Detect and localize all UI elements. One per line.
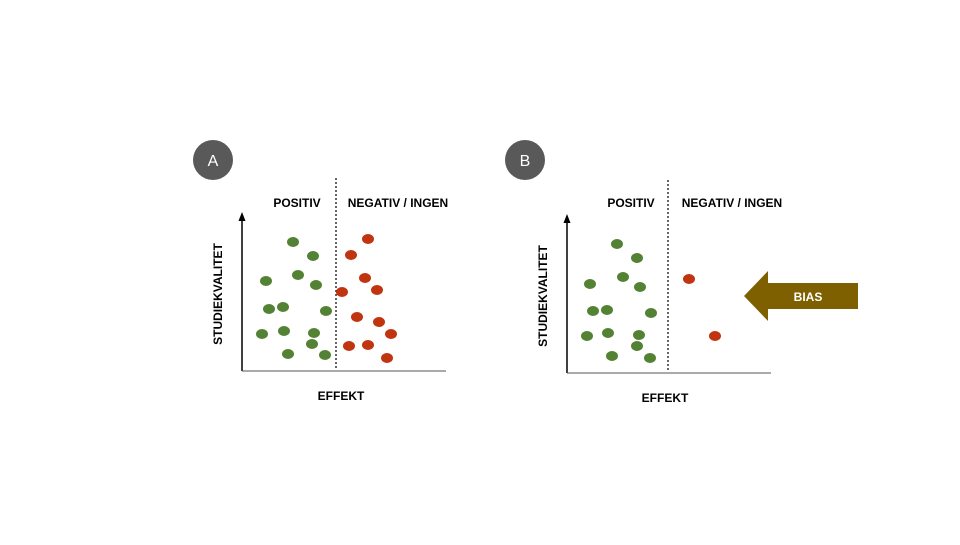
negative-study-dot xyxy=(385,329,397,339)
panel-b-dots xyxy=(581,239,721,363)
negative-study-dot xyxy=(351,312,363,322)
positive-study-dot xyxy=(306,339,318,349)
positive-study-dot xyxy=(587,306,599,316)
positive-label: POSITIV xyxy=(607,196,654,210)
negative-label: NEGATIV / INGEN xyxy=(348,196,448,210)
negative-study-dot xyxy=(709,331,721,341)
y-axis-arrowhead xyxy=(238,212,246,221)
positive-study-dot xyxy=(606,351,618,361)
positive-study-dot xyxy=(282,349,294,359)
positive-study-dot xyxy=(645,308,657,318)
negative-study-dot xyxy=(359,273,371,283)
positive-study-dot xyxy=(277,302,289,312)
badge-circle xyxy=(505,140,545,180)
negative-label: NEGATIV / INGEN xyxy=(682,196,782,210)
positive-study-dot xyxy=(256,329,268,339)
bias-arrow: BIAS xyxy=(744,271,858,321)
positive-study-dot xyxy=(581,331,593,341)
positive-study-dot xyxy=(278,326,290,336)
y-axis-label: STUDIEKVALITET xyxy=(536,244,550,346)
positive-study-dot xyxy=(633,330,645,340)
y-axis-label: STUDIEKVALITET xyxy=(211,242,225,344)
positive-study-dot xyxy=(617,272,629,282)
positive-study-dot xyxy=(307,251,319,261)
positive-study-dot xyxy=(602,328,614,338)
negative-study-dot xyxy=(343,341,355,351)
positive-study-dot xyxy=(631,341,643,351)
positive-study-dot xyxy=(320,306,332,316)
positive-study-dot xyxy=(260,276,272,286)
positive-study-dot xyxy=(308,328,320,338)
positive-study-dot xyxy=(292,270,304,280)
badge-label: A xyxy=(208,153,219,170)
negative-study-dot xyxy=(362,340,374,350)
negative-study-dot xyxy=(345,250,357,260)
positive-study-dot xyxy=(584,279,596,289)
positive-study-dot xyxy=(287,237,299,247)
negative-study-dot xyxy=(336,287,348,297)
positive-study-dot xyxy=(263,304,275,314)
panel-a: A POSITIV NEGATIV / INGEN STUDIEKVALITET… xyxy=(193,140,448,403)
panel-b-badge: B xyxy=(505,140,545,180)
positive-study-dot xyxy=(319,350,331,360)
negative-study-dot xyxy=(362,234,374,244)
negative-study-dot xyxy=(381,353,393,363)
negative-study-dot xyxy=(683,274,695,284)
x-axis-label: EFFEKT xyxy=(318,389,365,403)
panel-a-badge: A xyxy=(193,140,233,180)
positive-label: POSITIV xyxy=(273,196,320,210)
badge-circle xyxy=(193,140,233,180)
x-axis-label: EFFEKT xyxy=(642,391,689,405)
panel-b: B POSITIV NEGATIV / INGEN STUDIEKVALITET… xyxy=(505,140,782,405)
left-arrow-icon xyxy=(744,271,858,321)
positive-study-dot xyxy=(644,353,656,363)
bias-label: BIAS xyxy=(794,290,823,304)
negative-study-dot xyxy=(373,317,385,327)
y-axis-arrowhead xyxy=(563,214,571,223)
positive-study-dot xyxy=(310,280,322,290)
positive-study-dot xyxy=(634,282,646,292)
positive-study-dot xyxy=(631,253,643,263)
negative-study-dot xyxy=(371,285,383,295)
panel-a-dots xyxy=(256,234,397,363)
positive-study-dot xyxy=(611,239,623,249)
badge-label: B xyxy=(520,153,531,170)
positive-study-dot xyxy=(601,305,613,315)
